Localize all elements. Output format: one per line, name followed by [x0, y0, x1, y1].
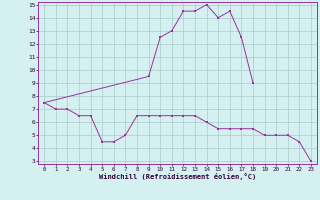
X-axis label: Windchill (Refroidissement éolien,°C): Windchill (Refroidissement éolien,°C) [99, 173, 256, 180]
